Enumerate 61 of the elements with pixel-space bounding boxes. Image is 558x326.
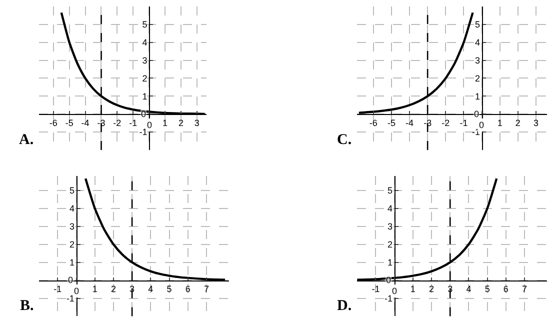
x-tick-label: 3 [194,118,200,128]
y-tick-label: 5 [474,20,480,30]
y-tick-label: 3 [388,222,393,232]
x-tick-label: 2 [110,284,116,294]
y-tick-label: 5 [142,20,148,30]
y-tick-label: 5 [388,186,393,196]
x-tick-label: -4 [81,118,90,128]
y-tick-label: 2 [142,73,148,84]
y-tick-label: 1 [388,257,393,268]
y-tick-label: -1 [384,293,393,304]
y-tick-label: 1 [69,257,74,268]
text: C. [337,132,352,148]
x-tick-label: 3 [130,284,135,294]
y-tick-label: 4 [474,38,480,48]
x-tick-label: -5 [387,118,396,128]
y-tick-label: 0 [474,109,480,119]
y-tick-label: 1 [142,91,148,102]
y-tick-label: 0 [141,109,146,119]
x-tick-label: -2 [113,118,122,128]
x-tick-label: -1 [372,284,380,294]
y-tick-label: 1 [474,91,480,102]
x-tick-label: -3 [97,118,106,128]
text: D. [337,298,352,314]
y-tick-label: 2 [69,239,74,250]
x-tick-label: -6 [49,118,58,128]
x-tick-label: 3 [533,118,539,128]
y-tick-label: -1 [66,293,74,304]
y-tick-label: 4 [69,204,74,214]
y-tick-label: 5 [69,186,74,196]
x-tick-label: -1 [54,284,62,294]
y-tick-label: 4 [388,204,393,214]
x-tick-label: 1 [162,118,168,128]
x-tick-label: 7 [204,284,209,294]
y-tick-label: 2 [474,73,480,84]
y-tick-label: 2 [388,239,393,250]
x-tick-label: -5 [65,118,74,128]
x-tick-label: 2 [515,118,520,128]
text: B. [20,298,34,314]
y-tick-label: 3 [69,222,74,232]
x-tick-label: 1 [497,118,502,128]
x-tick-label: -4 [406,118,414,128]
x-tick-label: -2 [442,118,450,128]
x-tick-label: 6 [185,284,190,294]
y-tick-label: 3 [142,55,148,66]
text: A. [19,132,34,148]
x-tick-label: 4 [466,284,472,294]
y-tick-label: 4 [142,38,148,48]
x-tick-label: 5 [484,284,490,294]
x-tick-label: -1 [129,118,138,128]
x-tick-label: 1 [92,284,98,294]
y-tick-label: 3 [474,55,480,66]
x-tick-label: 6 [503,284,508,294]
x-tick-label: -1 [460,118,468,128]
x-tick-label: 7 [522,284,528,294]
y-tick-label: -1 [139,127,148,138]
x-tick-label: 2 [429,284,434,294]
x-tick-label: -6 [369,118,378,128]
x-tick-label: 5 [166,284,172,294]
y-tick-label: 0 [68,275,74,285]
x-tick-label: 2 [178,118,184,128]
x-tick-label: 1 [410,284,416,294]
